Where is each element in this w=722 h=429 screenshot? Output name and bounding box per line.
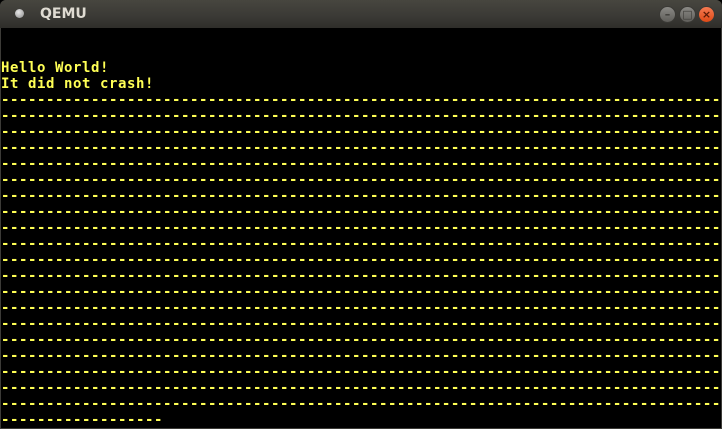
screen-line: ----------------------------------------…: [1, 172, 721, 188]
screen-line: It did not crash!: [1, 76, 154, 92]
close-button[interactable]: ×: [698, 6, 715, 23]
screen-line: [1, 28, 721, 44]
title-bar[interactable]: QEMU – □ ×: [0, 0, 722, 28]
screen-line: ----------------------------------------…: [1, 156, 721, 172]
screen-line: ----------------------------------------…: [1, 396, 721, 412]
screen-line: Hello World!: [1, 60, 109, 76]
app-icon: [15, 9, 24, 18]
screen-line: ----------------------------------------…: [1, 220, 721, 236]
window-title: QEMU: [40, 6, 87, 22]
screen-line: ----------------------------------------…: [1, 124, 721, 140]
screen-line: ----------------------------------------…: [1, 300, 721, 316]
minimize-button[interactable]: –: [659, 6, 676, 23]
screen-line: ----------------------------------------…: [1, 140, 721, 156]
screen-line: ----------------------------------------…: [1, 236, 721, 252]
vga-text-screen[interactable]: Hello World! It did not crash! -----------…: [1, 28, 721, 428]
maximize-button[interactable]: □: [679, 6, 696, 23]
screen-line: ----------------------------------------…: [1, 268, 721, 284]
screen-line: ----------------------------------------…: [1, 108, 721, 124]
screen-line: ----------------------------------------…: [1, 188, 721, 204]
screen-line: ----------------------------------------…: [1, 380, 721, 396]
screen-line: ----------------------------------------…: [1, 204, 721, 220]
screen-line: [1, 44, 721, 60]
screen-line: ----------------------------------------…: [1, 92, 721, 108]
screen-line: ----------------------------------------…: [1, 252, 721, 268]
screen-line: ----------------------------------------…: [1, 284, 721, 300]
screen-line: ------------------: [1, 412, 163, 428]
screen-line: ----------------------------------------…: [1, 316, 721, 332]
screen-line: ----------------------------------------…: [1, 348, 721, 364]
screen-line: ----------------------------------------…: [1, 364, 721, 380]
screen-line: ----------------------------------------…: [1, 332, 721, 348]
